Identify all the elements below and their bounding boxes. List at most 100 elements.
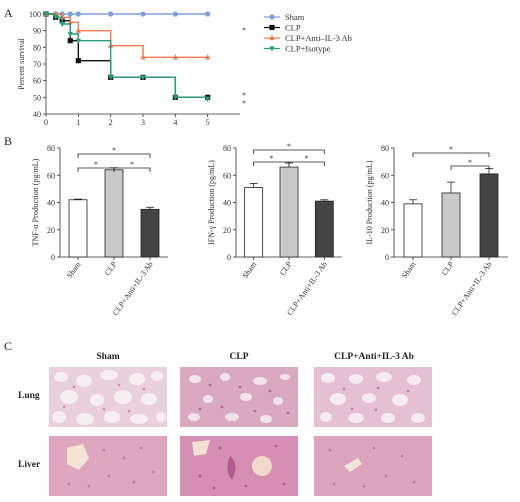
- bar-sham: [68, 199, 88, 258]
- y-tick-label: 80: [381, 144, 389, 153]
- legend-label-clp-isotype: CLP+Isotype: [285, 44, 331, 54]
- x-tick-label: CLP: [278, 260, 294, 278]
- significance-star: *: [287, 142, 291, 151]
- x-tick-label: CLP: [440, 260, 456, 278]
- data-point-clp-isotype: [59, 21, 65, 28]
- significance-bracket: [77, 153, 151, 158]
- significance-star: *: [242, 26, 246, 35]
- panel-letter-c: C: [4, 339, 13, 353]
- y-tick-label: 60: [47, 171, 55, 180]
- y-axis-label: IL-10 Production (pg/mL): [365, 160, 374, 244]
- data-point-clp-isotype: [43, 11, 49, 18]
- histology-row-lung: Lung: [18, 391, 40, 401]
- bar-sham: [403, 203, 423, 258]
- data-point-clp-isotype: [67, 31, 73, 38]
- ifn-bar-chart: 0 20 40 60 80 IFN-γ Production (pg/mL) Sham CLP…: [207, 142, 342, 317]
- y-tick-label: 0: [51, 253, 55, 262]
- y-tick-label: 60: [381, 171, 389, 180]
- data-point-sham: [140, 11, 146, 17]
- legend-label-sham: Sham: [285, 12, 305, 22]
- significance-bracket: [253, 149, 325, 154]
- legend-marker-clp: [269, 24, 275, 31]
- y-tick-label: 20: [381, 226, 389, 235]
- data-point-clp-anti-il-3-ab: [75, 27, 81, 33]
- x-tick-label: 5: [206, 118, 210, 127]
- y-tick-label: 20: [223, 226, 231, 235]
- y-tick-label: 80: [223, 144, 231, 153]
- series-clp-isotype: [43, 11, 211, 103]
- significance-star: *: [305, 154, 309, 163]
- y-axis-label: Percent survival: [17, 37, 26, 90]
- y-tick-label: 40: [381, 199, 389, 208]
- y-tick-label: 40: [47, 199, 55, 208]
- data-point-clp-anti-il-3-ab: [205, 54, 211, 60]
- x-axis-label: Time (day): [125, 129, 161, 130]
- x-tick-label: Sham: [400, 259, 418, 280]
- x-tick-label: 4: [173, 118, 177, 127]
- significance-star: *: [112, 146, 116, 155]
- histology-lung-sham: [49, 367, 167, 427]
- data-point-clp-anti-il-3-ab: [172, 54, 178, 60]
- data-point-sham: [67, 11, 73, 17]
- x-tick-label: 2: [109, 118, 113, 127]
- panel-letter-a: A: [4, 6, 13, 20]
- x-tick-label: Sham: [240, 259, 258, 280]
- x-tick-label: 0: [44, 118, 48, 127]
- y-tick-label: 80: [33, 43, 41, 52]
- x-tick-label: 3: [141, 118, 145, 127]
- y-tick-label: 20: [47, 226, 55, 235]
- histology-col-sham: Sham: [96, 352, 120, 362]
- legend-marker-sham: [269, 14, 275, 20]
- data-point-clp-anti-il-3-ab: [140, 54, 146, 60]
- histology-liver-sham: [49, 436, 167, 496]
- y-tick-label: 60: [33, 77, 41, 86]
- y-tick-label: 50: [33, 93, 41, 102]
- significance-star: *: [449, 145, 453, 154]
- bar-sham: [244, 187, 264, 258]
- significance-star: *: [242, 99, 246, 108]
- bar-clp-anti-il-3-ab: [479, 173, 499, 258]
- series-clp-anti-il-3-ab: [43, 10, 211, 60]
- y-tick-label: 100: [29, 10, 41, 19]
- legend-label-clp: CLP: [285, 23, 301, 33]
- bar-clp-anti-il-3-ab: [140, 208, 160, 258]
- significance-bracket: [288, 161, 325, 166]
- data-point-clp-isotype: [53, 15, 59, 21]
- data-point-clp-anti-il-3-ab: [67, 19, 73, 25]
- significance-star: *: [94, 160, 98, 169]
- legend-marker-clp-anti-il-3-ab: [269, 34, 275, 41]
- y-tick-label: 40: [223, 199, 231, 208]
- y-tick-label: 60: [223, 171, 231, 180]
- y-tick-label: 80: [47, 144, 55, 153]
- data-point-sham: [172, 11, 178, 17]
- survival-chart: 40 50 60 70 80 90 100 0 1 2 3 4 5 Time (day) Percent s…: [17, 10, 352, 130]
- y-axis-label: TNF-α Production (pg/mL): [31, 158, 40, 246]
- panel-letter-b: B: [4, 134, 13, 148]
- data-point-sham: [75, 11, 81, 17]
- data-point-sham: [205, 11, 211, 17]
- significance-star: *: [468, 158, 472, 167]
- x-tick-label: Sham: [65, 259, 83, 280]
- x-tick-label: CLP+Anti+IL-3 Ab: [285, 260, 329, 317]
- y-tick-label: 70: [33, 60, 41, 69]
- data-point-sham: [108, 11, 114, 17]
- histology-lung-clp: [180, 367, 298, 427]
- x-tick-label: CLP+Anti+IL-3 Ab: [450, 260, 494, 317]
- y-tick-label: 90: [33, 27, 41, 36]
- series-sham: [43, 11, 211, 17]
- legend-label-clp-anti-il-3-ab: CLP+Anti–IL-3 Ab: [285, 33, 352, 43]
- y-tick-label: 0: [227, 253, 231, 262]
- histology-col-anti: CLP+Anti+IL-3 Ab: [334, 352, 414, 362]
- tnf-bar-chart: 0 20 40 60 80 TNF-α Production (pg/mL) Sham CLP…: [31, 144, 168, 317]
- legend-marker-clp-isotype: [269, 46, 275, 52]
- data-point-clp-isotype: [75, 38, 81, 44]
- significance-bracket: [412, 152, 490, 157]
- histology-col-clp: CLP: [229, 352, 249, 362]
- data-point-clp-isotype: [140, 75, 146, 81]
- il10-bar-chart: 0 20 40 60 80 IL-10 Production (pg/mL) Sham CLP…: [365, 144, 508, 317]
- bar-clp: [104, 169, 124, 258]
- x-tick-label: CLP+Anti+IL-3 Ab: [111, 260, 155, 317]
- bar-clp: [441, 192, 461, 258]
- data-point-clp-isotype: [205, 96, 211, 103]
- significance-star: *: [130, 160, 134, 169]
